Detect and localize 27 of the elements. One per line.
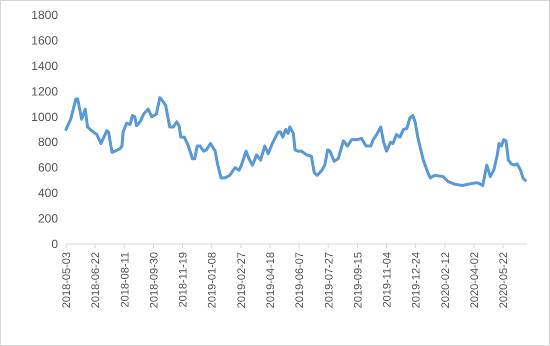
x-tick-label: 2019-07-27 (323, 252, 336, 308)
x-tick-label: 2019-12-24 (410, 252, 423, 308)
x-tick-label: 2019-01-08 (206, 252, 219, 308)
line-series (64, 96, 527, 187)
y-tick-label: 1400 (31, 58, 58, 73)
y-tick-label: 1600 (31, 33, 58, 48)
y-tick-label: 400 (38, 186, 58, 200)
x-tick-label: 2018-06-22 (90, 252, 102, 308)
x-tick-label: 2018-08-11 (119, 252, 132, 308)
x-tick-label: 2018-09-30 (148, 252, 160, 308)
x-tick-label: 2018-11-19 (178, 252, 190, 308)
x-tick-label: 2018-05-03 (61, 252, 73, 308)
x-tick-label: 2019-11-04 (382, 252, 394, 308)
y-tick-label: 1200 (31, 84, 58, 98)
y-tick-label: 200 (38, 212, 58, 226)
x-tick-label: 2019-04-18 (264, 252, 277, 308)
x-tick-label: 2020-04-02 (468, 252, 481, 308)
x-tick-label: 2019-06-07 (294, 252, 306, 308)
x-tick-label: 2020-02-12 (440, 252, 452, 308)
x-tick-label: 2020-05-22 (498, 252, 510, 308)
y-tick-label: 1800 (31, 8, 58, 22)
x-tick-label: 2019-02-27 (236, 252, 248, 308)
y-tick-label: 0 (51, 237, 58, 251)
y-tick-label: 800 (38, 135, 58, 150)
y-tick-label: 1000 (31, 110, 58, 124)
y-tick-label: 600 (38, 160, 58, 175)
x-tick-label: 2019-09-15 (352, 252, 364, 308)
